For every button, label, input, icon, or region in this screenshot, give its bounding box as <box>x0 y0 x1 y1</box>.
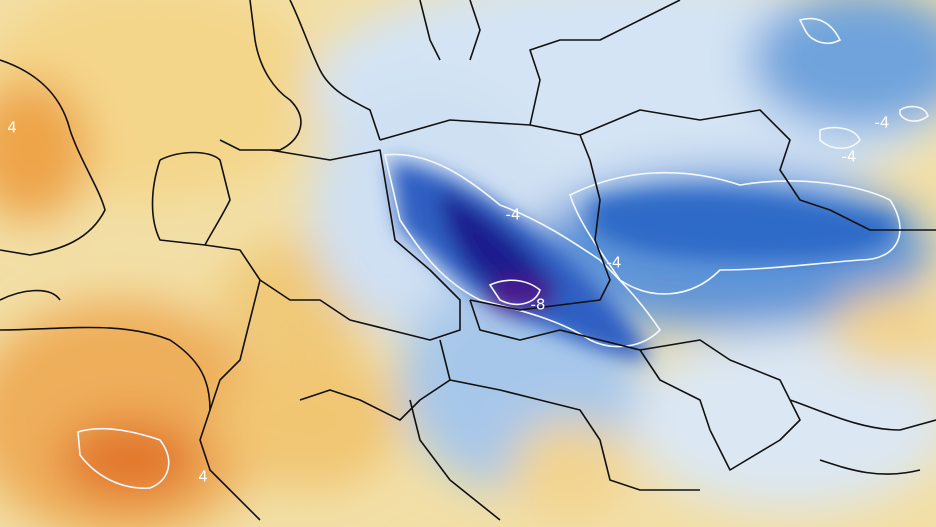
contour-label: 4 <box>198 468 208 486</box>
contour-label: -4 <box>842 148 857 166</box>
contour-label: -4 <box>506 206 521 224</box>
contour-label: 4 <box>7 119 17 137</box>
contour-label: -8 <box>531 296 546 314</box>
contours <box>77 17 929 489</box>
contour-labels: 4 -4 -4 -8 -4 -4 4 <box>7 114 889 486</box>
contour-label: -4 <box>607 254 622 272</box>
contour-label: -4 <box>875 114 890 132</box>
